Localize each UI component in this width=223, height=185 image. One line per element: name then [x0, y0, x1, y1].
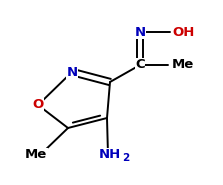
Text: O: O [32, 98, 44, 112]
Text: N: N [134, 26, 146, 38]
Text: Me: Me [172, 58, 194, 71]
Text: Me: Me [25, 149, 47, 162]
Text: 2: 2 [122, 153, 129, 163]
Text: OH: OH [172, 26, 194, 38]
Text: NH: NH [99, 149, 121, 162]
Text: C: C [135, 58, 145, 71]
Text: N: N [66, 65, 78, 78]
